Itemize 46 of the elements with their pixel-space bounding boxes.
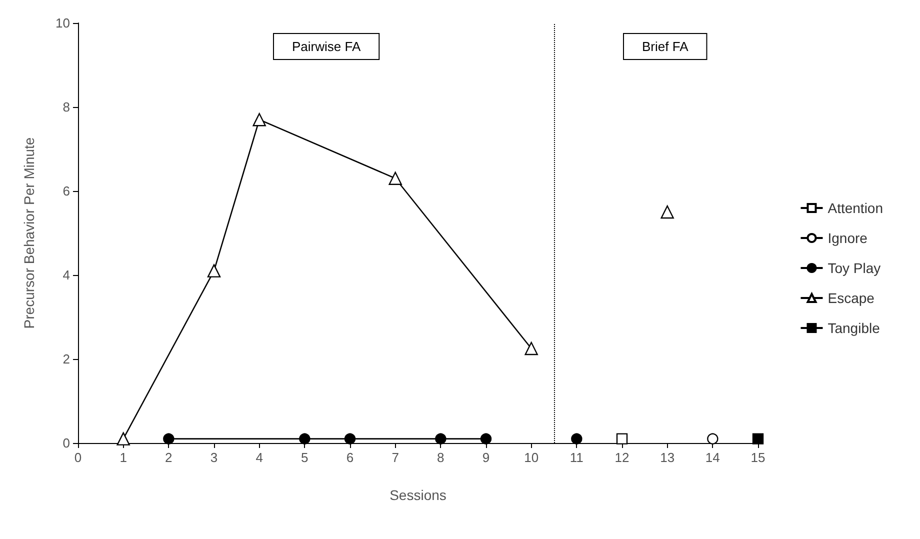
x-tick-label: 9 (482, 450, 490, 465)
x-axis-title: Sessions (390, 487, 446, 503)
x-tick-label: 7 (392, 450, 399, 465)
y-tick-label: 0 (62, 436, 70, 450)
y-tick-label: 6 (62, 184, 70, 198)
point (752, 433, 764, 444)
y-tick-label: 8 (62, 100, 70, 114)
x-tick-label: 12 (614, 450, 630, 465)
y-tick-label: 4 (62, 268, 70, 282)
point (616, 433, 628, 444)
x-tick-label: 1 (120, 450, 127, 465)
legend-label: Attention (828, 200, 884, 216)
point (207, 264, 221, 278)
x-tick-label: 5 (301, 450, 308, 465)
point (707, 433, 718, 444)
legend-label: Ignore (828, 230, 868, 246)
x-tick-label: 3 (210, 450, 218, 465)
legend-label: Tangible (828, 320, 880, 336)
point (480, 433, 492, 444)
point (388, 172, 402, 185)
point (435, 433, 446, 444)
x-tick-label: 10 (524, 450, 539, 465)
y-tick-label: 10 (56, 16, 70, 30)
x-tick-label: 13 (660, 450, 675, 465)
x-tick-label: 2 (165, 450, 172, 465)
legend-label: Escape (828, 290, 875, 306)
annotation: Brief FA (642, 39, 689, 54)
x-tick-label: 0 (74, 450, 82, 465)
point (660, 205, 674, 219)
x-tick-label: 6 (346, 450, 354, 465)
x-tick-label: 14 (705, 450, 720, 465)
point (571, 433, 582, 444)
annotation: Pairwise FA (292, 39, 361, 54)
point (344, 433, 356, 444)
point (524, 342, 538, 356)
x-tick-label: 15 (750, 450, 766, 465)
legend-label: Toy Play (828, 260, 881, 276)
point (299, 433, 310, 444)
point (252, 113, 266, 126)
y-axis-title: Precursor Behavior Per Minute (21, 137, 37, 329)
x-tick-label: 11 (570, 450, 584, 465)
point (163, 433, 174, 444)
y-tick-label: 2 (62, 352, 70, 366)
point (116, 432, 130, 446)
x-tick-label: 4 (256, 450, 263, 465)
x-tick-label: 8 (437, 450, 444, 465)
